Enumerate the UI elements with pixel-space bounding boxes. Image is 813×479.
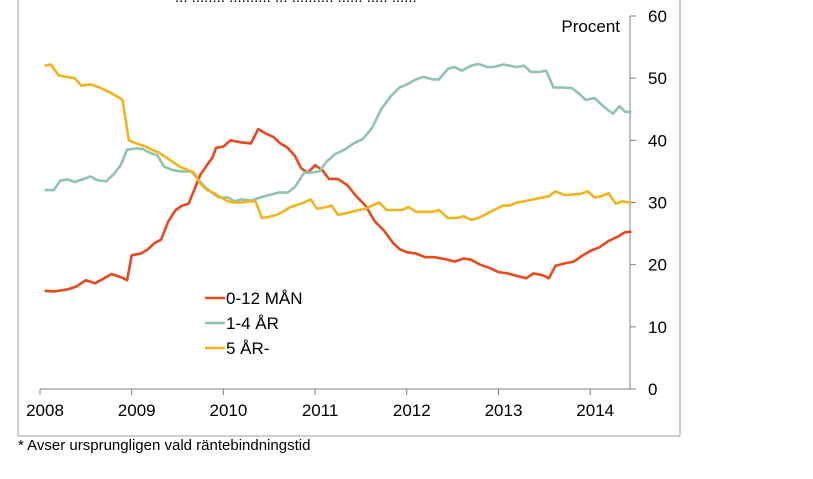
y-tick-label: 10 <box>648 318 667 337</box>
plot-frame <box>17 0 681 437</box>
x-tick-label: 2008 <box>26 401 64 420</box>
y-axis: 0 10 20 30 40 50 60 <box>629 7 667 399</box>
x-tick-label: 2011 <box>302 401 339 420</box>
series-line-3 <box>44 63 632 222</box>
x-tick-label: 2012 <box>393 401 431 420</box>
x-axis: 2008 2009 2010 2011 2012 2013 2014 <box>26 388 630 420</box>
x-tick-label: 2014 <box>576 401 614 420</box>
y-tick-label: 30 <box>648 194 667 213</box>
y-axis-label: Procent <box>561 17 620 36</box>
y-tick-label: 60 <box>648 7 667 26</box>
legend-label: 5 ÅR- <box>226 339 269 358</box>
series-lines <box>44 62 632 293</box>
y-tick-label: 40 <box>648 131 667 150</box>
cut-off-title: ... ........ .......... ... .......... .… <box>175 0 417 6</box>
legend: 0-12 MÅN 1-4 ÅR 5 ÅR- <box>205 289 303 358</box>
y-tick-label: 50 <box>648 69 667 88</box>
legend-label: 1-4 ÅR <box>226 314 279 333</box>
y-tick-label: 20 <box>648 256 667 275</box>
legend-label: 0-12 MÅN <box>226 289 303 308</box>
y-tick-label: 0 <box>648 380 657 399</box>
footnote: * Avser ursprungligen vald räntebindning… <box>18 437 311 454</box>
x-tick-label: 2010 <box>209 401 247 420</box>
series-line-2 <box>44 62 632 203</box>
series-line-1 <box>44 127 632 293</box>
x-tick-label: 2009 <box>118 401 156 420</box>
x-tick-label: 2013 <box>485 401 523 420</box>
